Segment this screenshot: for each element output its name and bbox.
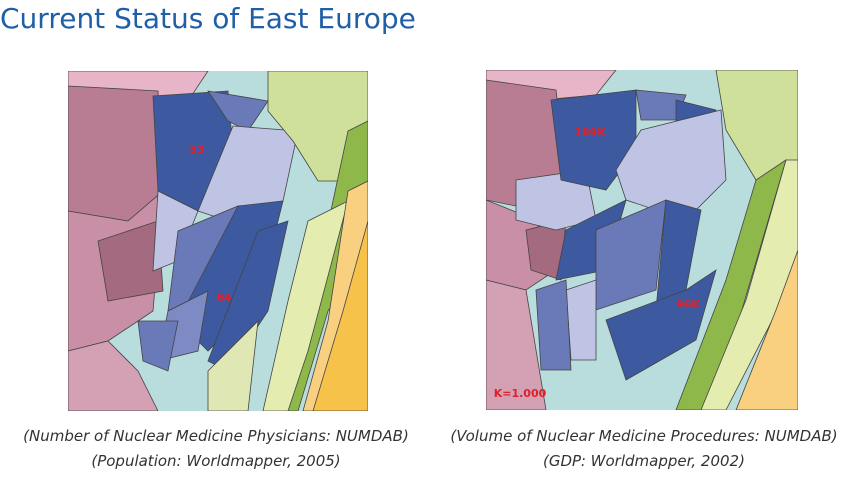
map-label: 189K (574, 126, 606, 139)
caption-line: (Population: Worldmapper, 2005) (91, 452, 341, 470)
maps: 53 64 189K 96K K=1.000 (68, 70, 798, 411)
caption-line: (GDP: Worldmapper, 2002) (543, 452, 745, 470)
map-right: 189K 96K K=1.000 (486, 70, 798, 410)
caption-line: (Number of Nuclear Medicine Physicians: … (23, 427, 409, 445)
map-label: 64 (216, 291, 232, 304)
caption-left: (Number of Nuclear Medicine Physicians: … (1, 424, 431, 474)
page-title: Current Status of East Europe (0, 2, 416, 35)
map-left: 53 64 (68, 71, 368, 411)
map-label: K=1.000 (494, 387, 547, 400)
caption-right: (Volume of Nuclear Medicine Procedures: … (429, 424, 859, 474)
map-label: 53 (189, 143, 204, 156)
caption-line: (Volume of Nuclear Medicine Procedures: … (450, 427, 838, 445)
map-label: 96K (676, 298, 700, 311)
